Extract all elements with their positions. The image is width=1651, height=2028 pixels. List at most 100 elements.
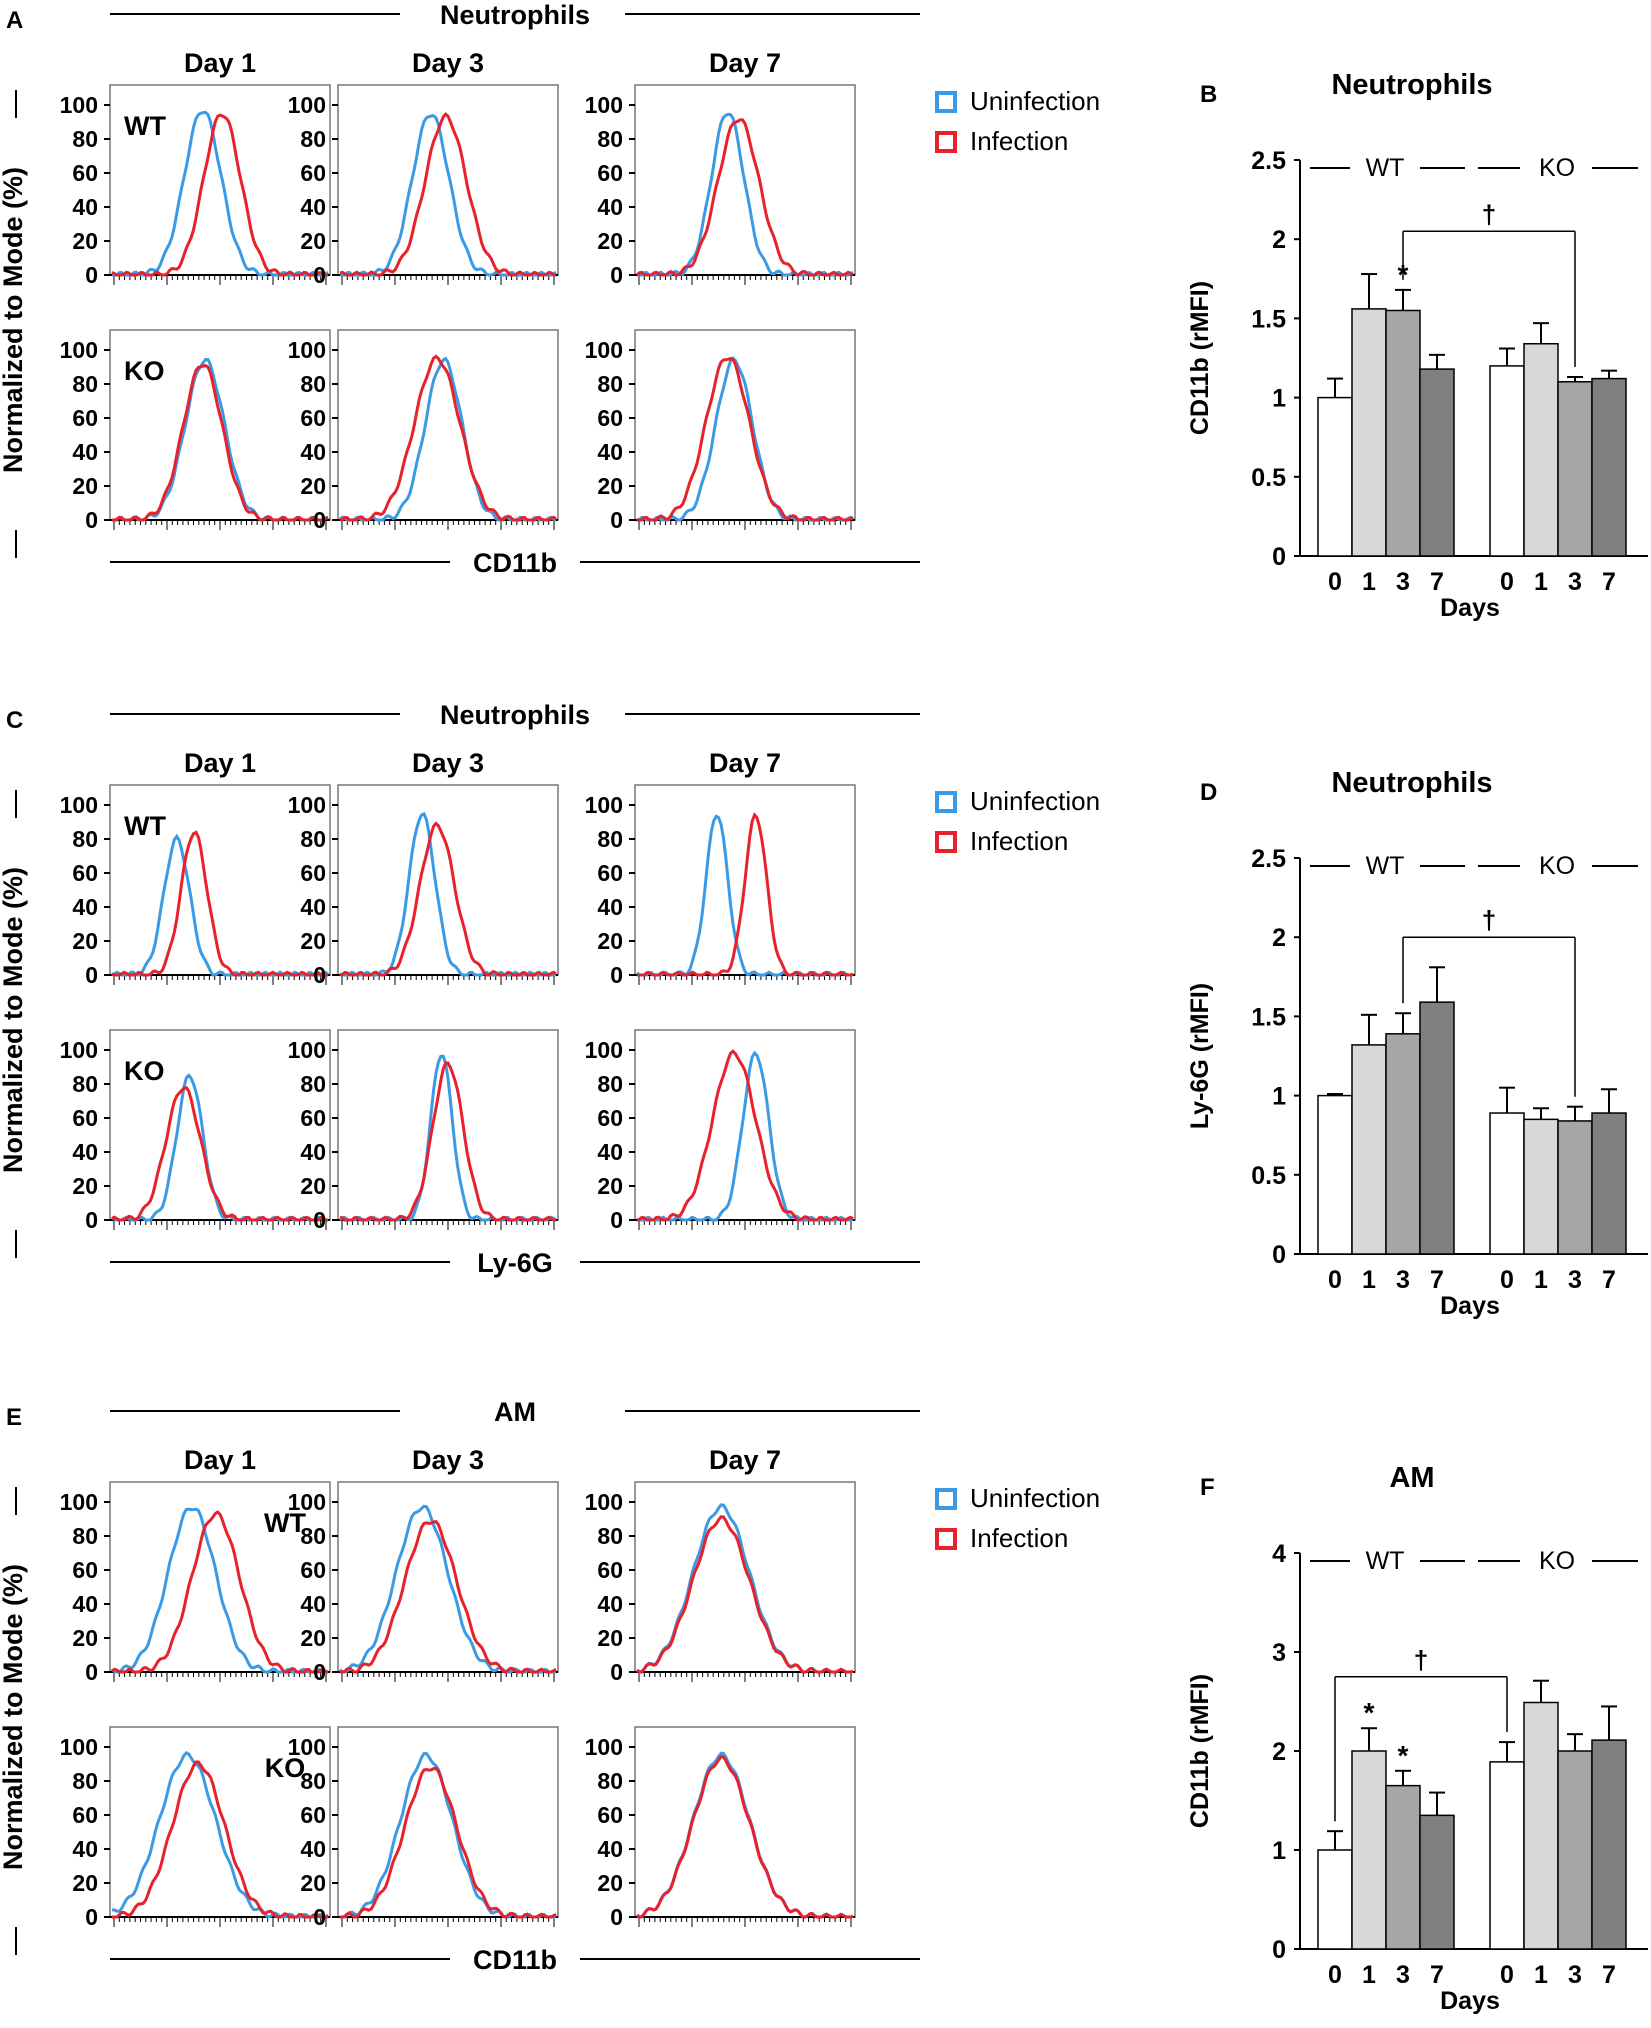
genotype-label: KO	[265, 1753, 306, 1783]
x-tick-label: 3	[1396, 1266, 1410, 1294]
y-tick-label: 80	[72, 371, 98, 397]
group-label-ko: KO	[1539, 852, 1575, 880]
y-tick-label: 20	[72, 1173, 98, 1199]
y-tick-label: 40	[597, 1139, 623, 1165]
y-tick-label: 1	[1272, 1083, 1286, 1111]
y-axis-label: Normalized to Mode (%)	[0, 167, 28, 473]
histogram-wt-1: 0 20 40 60 80 100	[60, 1481, 331, 1685]
x-axis-label: Days	[1440, 1987, 1500, 2015]
uninfection-curve	[339, 356, 557, 522]
y-tick-label: 80	[597, 1768, 623, 1794]
y-tick-label: 20	[72, 1625, 98, 1651]
y-tick-label: 60	[72, 160, 98, 186]
y-tick-label: 60	[597, 1105, 623, 1131]
panel-cell-title: Neutrophils	[440, 700, 590, 730]
x-tick-label: 3	[1396, 568, 1410, 596]
y-tick-label: 100	[60, 92, 98, 118]
histogram-wt-3: 0 20 40 60 80 100	[585, 84, 856, 288]
y-tick-label: 100	[585, 1037, 623, 1063]
histogram-ko-2: 0 20 40 60 80 100	[288, 1029, 559, 1233]
legend: Uninfection Infection	[935, 86, 1100, 156]
group-label-wt: WT	[1366, 852, 1405, 880]
y-tick-label: 2.5	[1251, 845, 1286, 873]
histogram-ko-1: 0 20 40 60 80 100	[60, 1726, 331, 1930]
y-tick-label: 100	[60, 1734, 98, 1760]
y-tick-label: 0	[313, 507, 326, 533]
histogram-wt-1: 0 20 40 60 80 100	[60, 784, 331, 988]
x-tick-label: 1	[1362, 568, 1376, 596]
dagger-symbol: †	[1482, 199, 1496, 229]
bar-wt-day-1	[1351, 1044, 1387, 1255]
bar-wt-day-7	[1419, 368, 1455, 557]
y-tick-label: 80	[597, 826, 623, 852]
legend-label-uninfection: Uninfection	[970, 1483, 1100, 1513]
infection-curve	[339, 1061, 556, 1222]
histogram-wt-1: 0 20 40 60 80 100	[60, 84, 331, 288]
infection-curve	[340, 1520, 557, 1674]
y-tick-label: 100	[60, 337, 98, 363]
y-tick-label: 100	[60, 1037, 98, 1063]
y-tick-label: 80	[72, 826, 98, 852]
y-tick-label: 40	[300, 1836, 326, 1862]
y-tick-label: 60	[300, 1557, 326, 1583]
y-tick-label: 40	[597, 194, 623, 220]
legend-label-infection: Infection	[970, 1523, 1068, 1553]
y-tick-label: 20	[300, 1173, 326, 1199]
infection-curve	[635, 118, 854, 277]
x-tick-label: 3	[1568, 1961, 1582, 1989]
y-tick-label: 60	[300, 405, 326, 431]
legend-swatch-infection	[935, 831, 957, 853]
y-tick-label: 1	[1272, 385, 1286, 413]
x-tick-label: 7	[1602, 1266, 1616, 1294]
y-tick-label: 1	[1272, 1837, 1286, 1865]
histogram-frame	[634, 329, 856, 521]
y-tick-label: 80	[597, 1071, 623, 1097]
genotype-label: KO	[124, 356, 165, 386]
y-tick-label: 2	[1272, 226, 1286, 254]
y-tick-label: 0	[85, 1207, 98, 1233]
y-tick-label: 60	[300, 1802, 326, 1828]
y-tick-label: 0	[313, 1904, 326, 1930]
bar-ko-day-3	[1557, 381, 1593, 557]
y-tick-label: 0	[610, 1659, 623, 1685]
histogram-frame	[337, 329, 559, 521]
y-tick-label: 0	[85, 262, 98, 288]
bar-ko-day-7	[1591, 1112, 1627, 1255]
y-tick-label: 60	[597, 1557, 623, 1583]
y-tick-label: 40	[597, 1591, 623, 1617]
day-header: Day 1	[184, 748, 256, 778]
bar-chart-title: AM	[1389, 1462, 1434, 1494]
x-tick-label: 1	[1534, 1961, 1548, 1989]
y-tick-label: 0	[85, 507, 98, 533]
legend: Uninfection Infection	[935, 786, 1100, 856]
infection-curve	[637, 356, 854, 522]
day-header: Day 1	[184, 48, 256, 78]
x-tick-label: 3	[1568, 1266, 1582, 1294]
day-header: Day 3	[412, 1445, 484, 1475]
y-tick-label: 2	[1272, 1738, 1286, 1766]
y-tick-label: 40	[300, 1139, 326, 1165]
legend-swatch-infection	[935, 1528, 957, 1550]
genotype-label: WT	[124, 811, 166, 841]
y-tick-label: 0	[85, 1659, 98, 1685]
legend: Uninfection Infection	[935, 1483, 1100, 1553]
bar-chart-title: Neutrophils	[1331, 69, 1492, 101]
infection-curve	[340, 1766, 557, 1919]
y-tick-label: 0	[85, 1904, 98, 1930]
dagger-symbol: †	[1414, 1645, 1428, 1675]
panel-letter: A	[6, 7, 23, 34]
histogram-wt-3: 0 20 40 60 80 100	[585, 784, 856, 988]
y-tick-label: 0	[1272, 543, 1286, 571]
y-tick-label: 20	[597, 1870, 623, 1896]
bar-ko-day-3	[1557, 1750, 1593, 1950]
histogram-wt-2: 0 20 40 60 80 100	[288, 1481, 559, 1685]
y-tick-label: 2.5	[1251, 147, 1286, 175]
y-tick-label: 40	[300, 894, 326, 920]
genotype-label: WT	[124, 111, 166, 141]
y-tick-label: 40	[300, 439, 326, 465]
y-tick-label: 20	[597, 1173, 623, 1199]
x-tick-label: 7	[1430, 568, 1444, 596]
bar-ko-day-0	[1489, 1112, 1525, 1255]
y-tick-label: 100	[585, 1489, 623, 1515]
